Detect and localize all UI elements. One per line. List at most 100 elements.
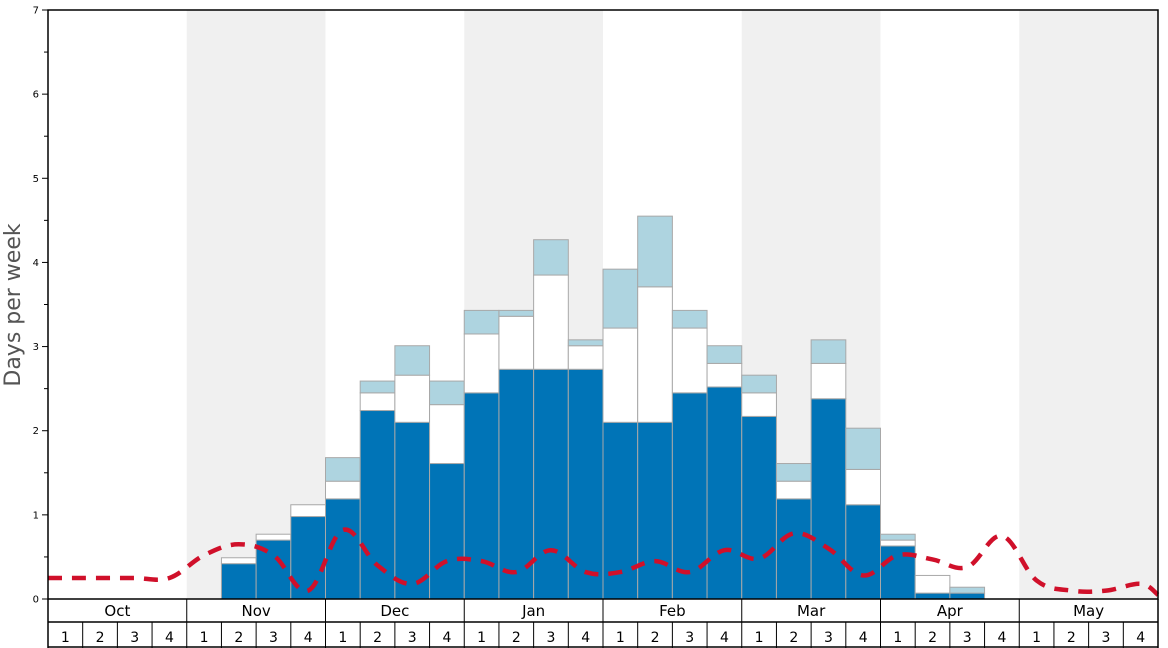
month-label: Jan — [521, 602, 545, 620]
week-label: 1 — [893, 630, 902, 646]
week-label: 4 — [304, 630, 313, 646]
bar-segment-white — [255, 533, 292, 541]
y-axis-label: Days per week — [1, 223, 26, 386]
bar-segment-light — [429, 380, 465, 406]
bar-segment-dark — [359, 410, 396, 600]
bar-segment-white — [429, 404, 465, 465]
bar-segment-dark — [706, 386, 743, 600]
bar-segment-dark — [775, 498, 812, 600]
bar-segment-light — [394, 345, 431, 376]
bar-segment-dark — [394, 421, 431, 600]
bar-segment-light — [463, 309, 500, 335]
bar-segment-white — [880, 539, 916, 547]
y-axis: 0 1 2 3 4 5 6 7 — [33, 6, 48, 606]
week-label: 3 — [547, 630, 556, 646]
y-tick-label: 7 — [33, 6, 39, 17]
week-label: 3 — [1102, 630, 1111, 646]
month-label: Feb — [659, 602, 686, 620]
week-label: 4 — [581, 630, 590, 646]
bar-segment-white — [741, 392, 777, 417]
bar-segment-dark — [810, 398, 847, 600]
month-shade — [1019, 10, 1158, 599]
bar-segment-light — [671, 309, 708, 329]
week-label: 1 — [616, 630, 625, 646]
week-label: 1 — [200, 630, 209, 646]
bar-segment-white — [220, 557, 257, 565]
week-label: 2 — [1067, 630, 1076, 646]
y-tick-label: 5 — [33, 174, 39, 185]
bar-segment-dark — [845, 504, 881, 600]
bar-segment-light — [775, 463, 812, 482]
week-label: 2 — [512, 630, 521, 646]
week-label: 1 — [61, 630, 70, 646]
bar-segment-light — [325, 457, 361, 482]
bar-segment-dark — [220, 563, 257, 600]
bar-segment-dark — [914, 592, 951, 600]
bar-segment-white — [845, 468, 881, 506]
week-label: 4 — [165, 630, 174, 646]
bar-segment-light — [533, 239, 569, 276]
month-label: Mar — [797, 602, 826, 620]
week-label: 3 — [963, 630, 972, 646]
week-label: 2 — [789, 630, 798, 646]
bar-segment-white — [325, 480, 361, 500]
bar-segment-light — [706, 345, 743, 364]
bar-segment-dark — [463, 392, 500, 600]
bar-segment-dark — [602, 421, 639, 600]
bar-segment-light — [567, 339, 604, 347]
bar-segment-white — [602, 327, 639, 423]
bar-segment-white — [533, 274, 569, 370]
month-label: Dec — [380, 602, 409, 620]
bar-segment-white — [914, 574, 951, 594]
bar-segment-dark — [741, 415, 777, 600]
bar-segment-white — [706, 362, 743, 388]
bar-segment-white — [671, 327, 708, 394]
week-label: 2 — [651, 630, 660, 646]
month-label: Apr — [937, 602, 964, 620]
bar-segment-white — [290, 504, 326, 518]
bar-segment-light — [637, 215, 673, 288]
week-label: 2 — [234, 630, 243, 646]
y-tick-label: 3 — [33, 342, 39, 353]
bar-segment-white — [637, 286, 673, 423]
bar-segment-light — [845, 427, 881, 470]
y-tick-label: 1 — [33, 510, 39, 521]
week-label: 2 — [928, 630, 937, 646]
week-label: 4 — [859, 630, 868, 646]
bar-segment-light — [602, 268, 639, 329]
bars — [220, 215, 986, 600]
y-tick-label: 6 — [33, 90, 39, 101]
week-label: 3 — [269, 630, 278, 646]
week-label: 3 — [130, 630, 139, 646]
month-label: Oct — [104, 602, 130, 620]
bar-segment-light — [359, 380, 396, 394]
y-tick-label: 4 — [33, 258, 39, 269]
bar-segment-white — [394, 374, 431, 423]
week-label: 4 — [997, 630, 1006, 646]
month-shade — [186, 10, 326, 599]
bar-segment-dark — [498, 368, 535, 600]
bar-segment-white — [810, 362, 847, 400]
week-label: 3 — [685, 630, 694, 646]
week-label: 1 — [477, 630, 486, 646]
week-label: 3 — [824, 630, 833, 646]
bar-segment-light — [810, 339, 847, 364]
bar-segment-dark — [949, 592, 986, 600]
bar-segment-light — [949, 586, 986, 594]
bar-segment-white — [498, 315, 535, 370]
week-label: 1 — [1032, 630, 1041, 646]
month-label: May — [1073, 602, 1104, 620]
bar-segment-dark — [567, 368, 604, 600]
week-label: 1 — [338, 630, 347, 646]
bar-segment-light — [880, 533, 916, 541]
week-label: 4 — [442, 630, 451, 646]
bar-segment-light — [498, 309, 535, 317]
month-label: Nov — [241, 602, 270, 620]
week-label: 2 — [96, 630, 105, 646]
bar-segment-white — [359, 392, 396, 412]
week-label: 3 — [408, 630, 417, 646]
x-axis: Oct 1 2 3 4 Nov 1 2 3 4 Dec 1 2 3 4 Jan 1 2 3 4 Feb 1 2 3 4 Mar 1 2… — [47, 599, 1159, 648]
week-label: 1 — [755, 630, 764, 646]
